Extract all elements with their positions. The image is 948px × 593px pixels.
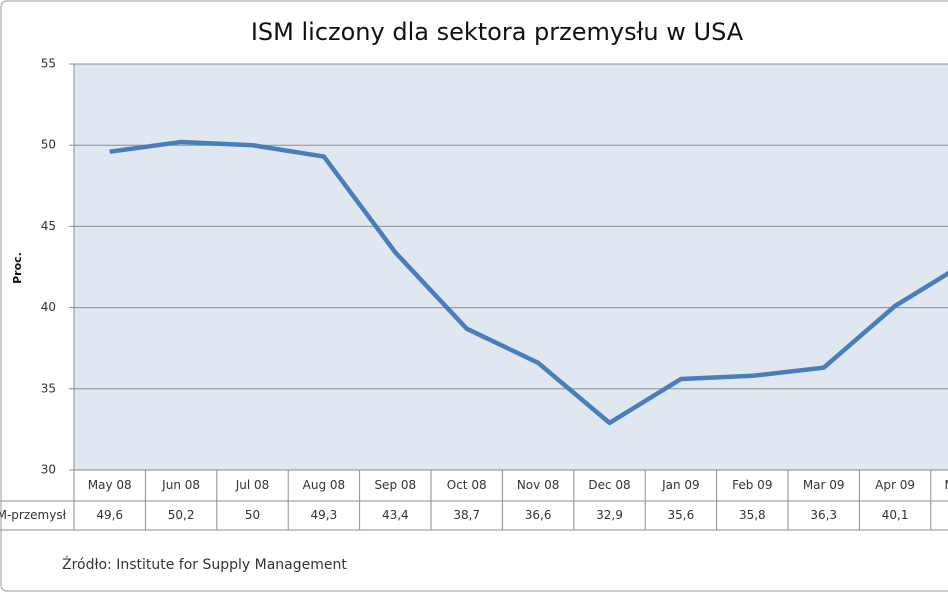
data-label: 43,4 — [382, 508, 409, 522]
x-tick-label: Feb 09 — [732, 478, 772, 492]
y-tick-label: 55 — [41, 57, 56, 71]
data-label: 49,6 — [96, 508, 123, 522]
data-label: 35,8 — [739, 508, 766, 522]
source-note: Źródło: Institute for Supply Management — [62, 555, 347, 573]
data-label: 35,6 — [668, 508, 695, 522]
data-label: 38,7 — [453, 508, 480, 522]
data-line — [109, 139, 948, 426]
legend-label: ISM-przemysł — [0, 508, 67, 522]
data-label: 32,9 — [596, 508, 623, 522]
x-tick-label: Apr 09 — [875, 478, 915, 492]
data-label: 50,2 — [168, 508, 195, 522]
x-tick-label: May 08 — [88, 478, 132, 492]
data-label: 36,6 — [525, 508, 552, 522]
chart-title: ISM liczony dla sektora przemysłu w USA — [251, 18, 744, 46]
data-label: 49,3 — [311, 508, 338, 522]
x-tick-label: Sep 08 — [374, 478, 416, 492]
data-label: 40,1 — [882, 508, 909, 522]
y-tick-label: 35 — [41, 381, 56, 395]
x-tick-label: May 09 — [945, 478, 948, 492]
data-label: 50 — [245, 508, 260, 522]
plot-area — [73, 63, 948, 471]
y-tick-label: 30 — [41, 463, 56, 477]
y-axis-title: Proc. — [11, 252, 24, 284]
data-label: 36,3 — [810, 508, 837, 522]
x-tick-label: Dec 08 — [588, 478, 630, 492]
x-tick-label: Nov 08 — [517, 478, 560, 492]
x-tick-label: Aug 08 — [303, 478, 346, 492]
y-tick-label: 50 — [41, 138, 56, 152]
x-tick-label: Jan 09 — [661, 478, 700, 492]
x-tick-label: Oct 08 — [447, 478, 487, 492]
x-tick-label: Mar 09 — [803, 478, 845, 492]
x-tick-label: Jul 08 — [235, 478, 270, 492]
y-tick-label: 45 — [41, 219, 56, 233]
y-tick-label: 40 — [41, 300, 56, 314]
x-tick-label: Jun 08 — [161, 478, 200, 492]
